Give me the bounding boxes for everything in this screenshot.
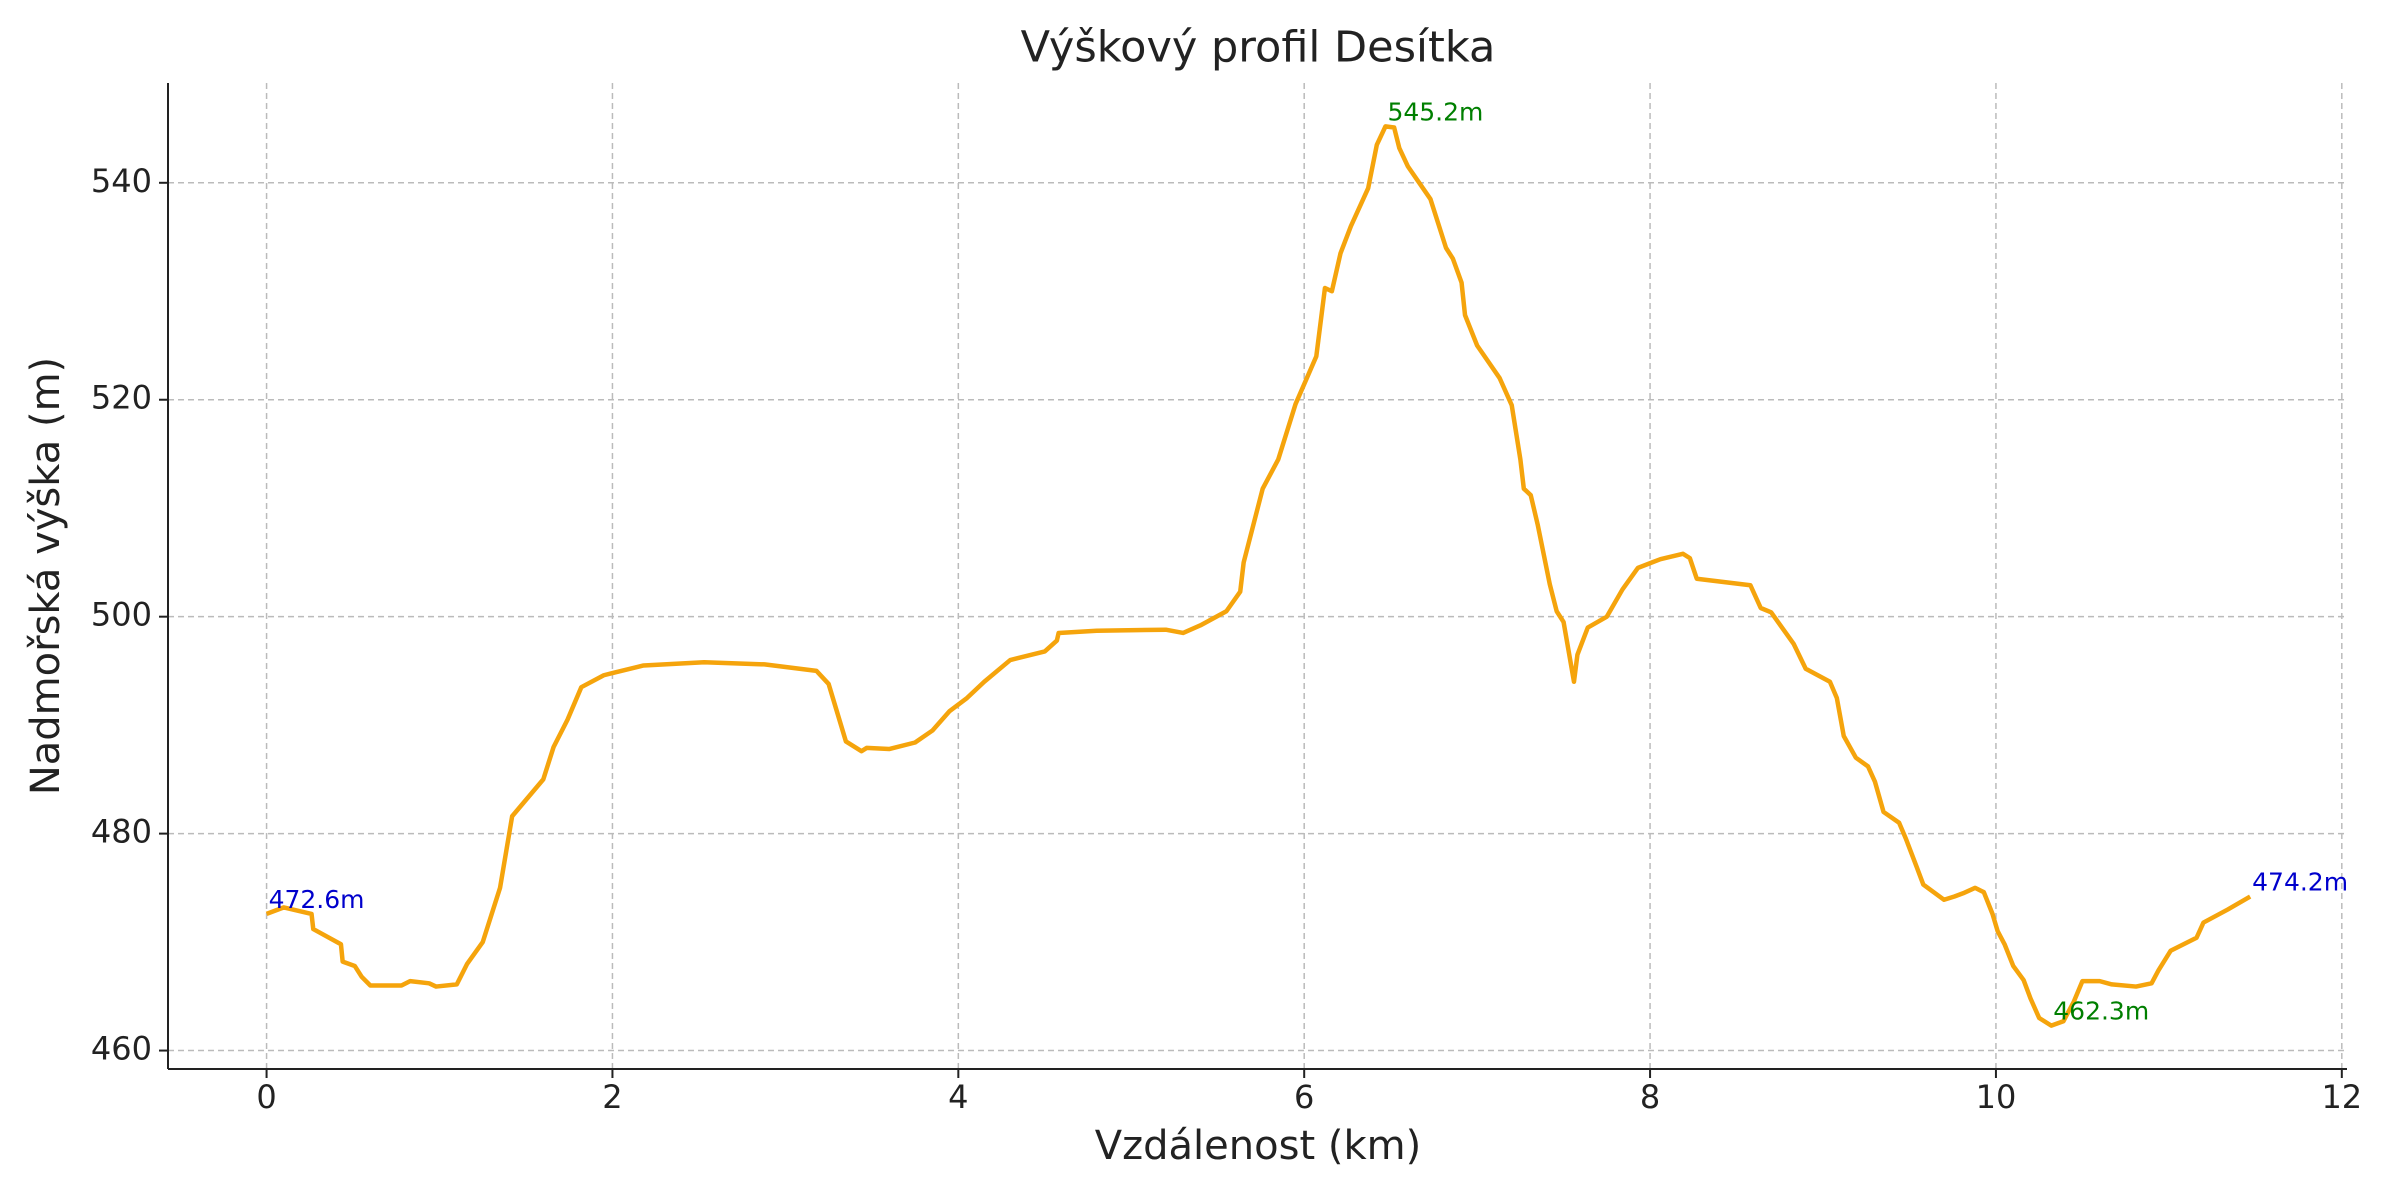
annotation: 545.2m <box>1387 97 1483 126</box>
x-tick-label: 2 <box>602 1078 622 1116</box>
y-tick-label: 460 <box>91 1030 152 1068</box>
y-tick-label: 480 <box>91 813 152 851</box>
y-axis-label: Nadmořská výška (m) <box>23 357 69 795</box>
x-tick-label: 6 <box>1294 1078 1314 1116</box>
annotation: 472.6m <box>269 885 365 914</box>
y-tick-label: 500 <box>91 596 152 634</box>
elevation-line <box>265 124 2252 1028</box>
x-tick-label: 8 <box>1640 1078 1660 1116</box>
x-tick-label: 12 <box>2321 1078 2362 1116</box>
x-tick-label: 0 <box>256 1078 276 1116</box>
y-tick-label: 540 <box>91 162 152 200</box>
chart-title: Výškový profil Desítka <box>1021 23 1496 73</box>
x-axis-label: Vzdálenost (km) <box>1095 1123 1421 1169</box>
annotation: 474.2m <box>2252 868 2348 897</box>
x-tick-label: 4 <box>948 1078 968 1116</box>
annotation: 462.3m <box>2053 997 2149 1026</box>
y-tick-label: 520 <box>91 379 152 417</box>
x-tick-label: 10 <box>1976 1078 2017 1116</box>
